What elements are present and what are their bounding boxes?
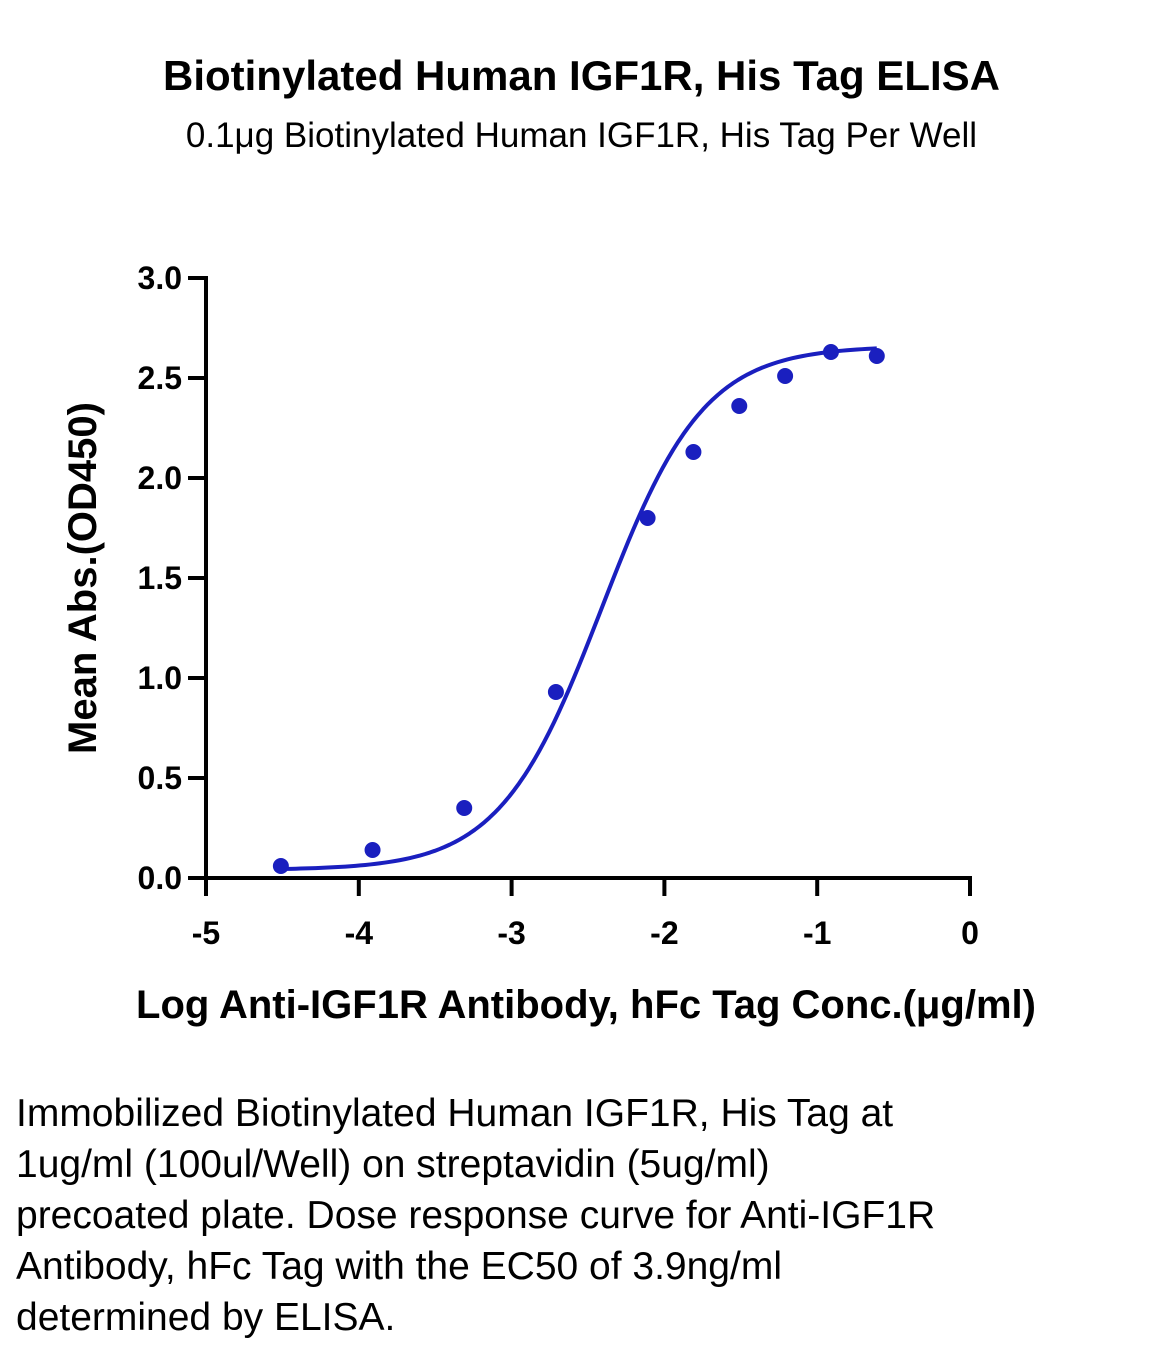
y-tick-label: 0.5	[138, 760, 182, 796]
data-point	[639, 510, 656, 526]
figure-caption: Immobilized Biotinylated Human IGF1R, Hi…	[16, 1092, 936, 1339]
y-tick-label: 1.0	[138, 660, 182, 696]
x-axis-title: Log Anti-IGF1R Antibody, hFc Tag Conc.(μ…	[136, 983, 1036, 1027]
x-tick-label: 0	[961, 915, 979, 951]
x-tick-label: -3	[497, 915, 525, 951]
x-tick-label: -5	[192, 915, 220, 951]
y-tick-label: 2.5	[138, 360, 182, 396]
y-tick-label: 3.0	[138, 260, 182, 296]
y-axis-title: Mean Abs.(OD450)	[61, 402, 105, 754]
data-point	[868, 348, 885, 364]
data-point	[822, 344, 839, 360]
chart: 0.0 0.5 1.0 1.5 2.0 2.5 3.0 -5 -4 -3 -2 -1 0 Log Ant…	[61, 260, 1036, 1027]
fit-curve-layer	[280, 346, 877, 872]
data-point	[272, 858, 289, 874]
data-point	[685, 444, 702, 460]
data-point	[456, 800, 473, 816]
data-point	[777, 368, 794, 384]
data-points	[272, 344, 885, 874]
axes	[204, 276, 972, 880]
data-point	[364, 842, 381, 858]
y-tick-label: 1.5	[138, 560, 182, 596]
data-point	[731, 398, 748, 414]
x-tick-label: -2	[650, 915, 678, 951]
y-tick-label: 0.0	[138, 860, 182, 896]
fit-curve	[280, 346, 877, 872]
chart-subtitle: 0.1μg Biotinylated Human IGF1R, His Tag …	[185, 116, 978, 155]
x-tick-label: -1	[803, 915, 831, 951]
ticks: 0.0 0.5 1.0 1.5 2.0 2.5 3.0 -5 -4 -3 -2 -1 0	[138, 260, 979, 951]
x-tick-label: -4	[345, 915, 374, 951]
chart-title: Biotinylated Human IGF1R, His Tag ELISA	[163, 52, 1000, 99]
data-point	[547, 684, 564, 700]
y-tick-label: 2.0	[138, 460, 182, 496]
